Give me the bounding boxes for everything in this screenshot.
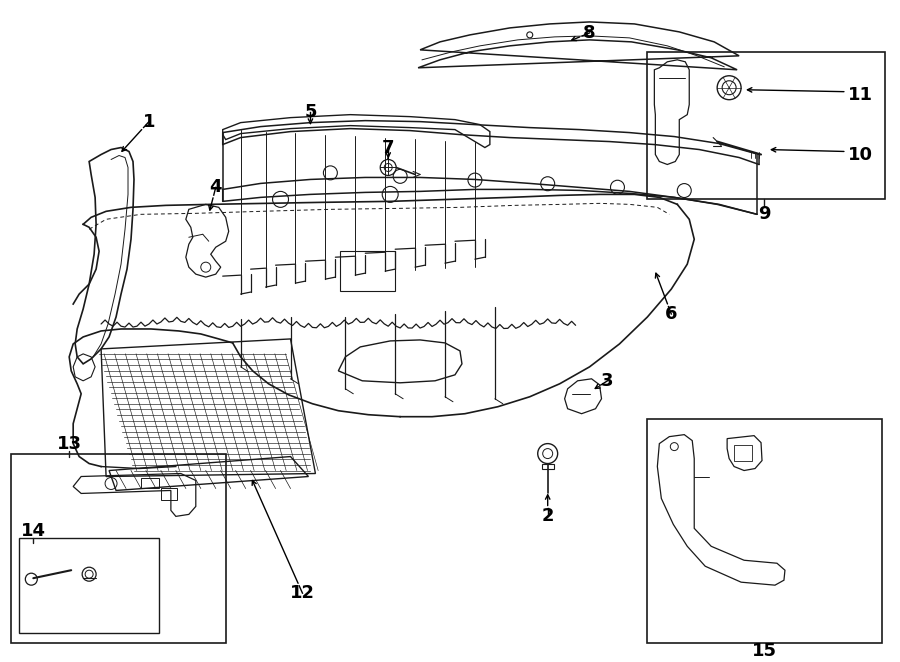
Text: 12: 12 (290, 584, 315, 602)
Text: 1: 1 (143, 113, 155, 130)
Text: 6: 6 (665, 305, 678, 323)
Text: 15: 15 (752, 642, 777, 660)
Text: 9: 9 (758, 205, 770, 223)
Bar (340, 251, 395, 291)
Text: 2: 2 (542, 507, 554, 526)
Text: 10: 10 (848, 146, 873, 164)
Bar (12, 453, 226, 643)
Bar (542, 463, 554, 469)
Bar (141, 479, 159, 489)
Text: 13: 13 (57, 435, 82, 453)
Bar (20, 538, 159, 633)
Bar (647, 418, 882, 643)
Text: 7: 7 (382, 138, 394, 156)
Text: 14: 14 (21, 522, 46, 540)
Text: 8: 8 (583, 24, 596, 42)
Text: 5: 5 (304, 103, 317, 120)
Text: 4: 4 (210, 179, 222, 197)
Text: 11: 11 (848, 85, 873, 104)
Bar (734, 445, 752, 461)
Bar (647, 52, 885, 199)
Bar (161, 489, 177, 500)
Text: 3: 3 (601, 372, 614, 390)
